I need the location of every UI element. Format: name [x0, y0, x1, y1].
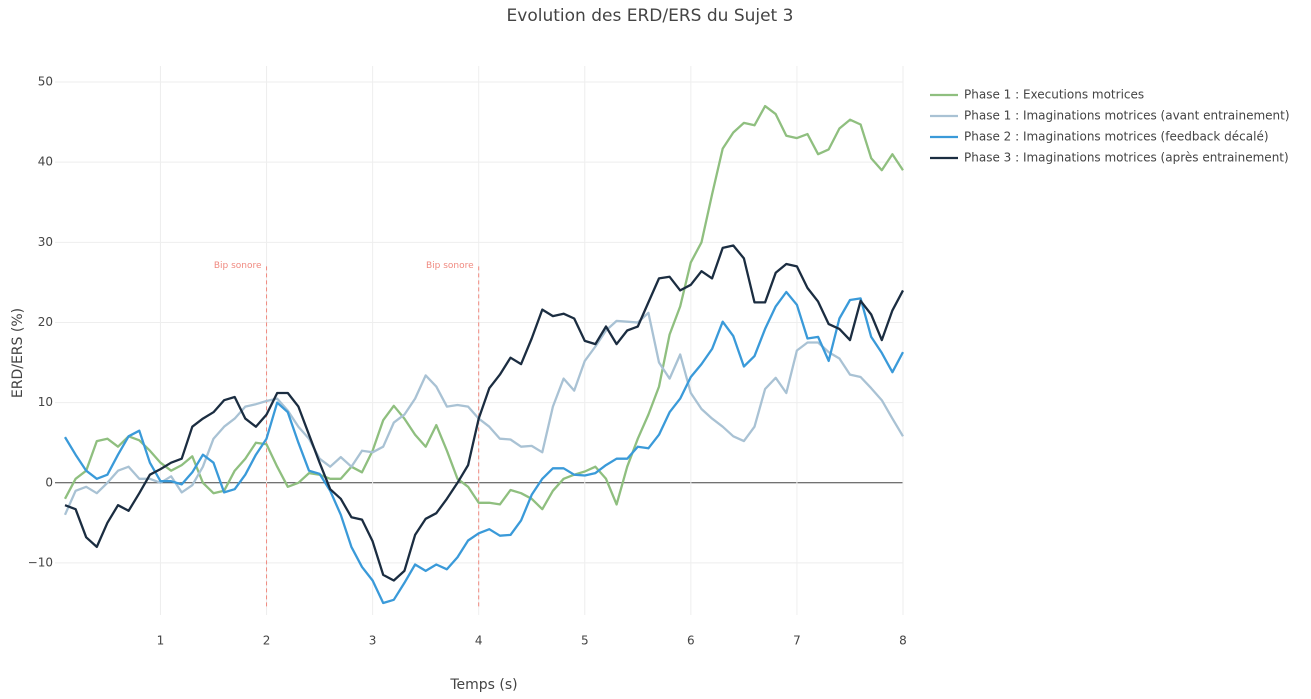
y-tick-label: −10 — [28, 555, 53, 569]
annotation-text: Bip sonore — [214, 261, 262, 271]
legend-label: Phase 1 : Executions motrices — [964, 88, 1144, 102]
x-tick-label: 7 — [793, 634, 801, 648]
x-tick-label: 2 — [263, 634, 271, 648]
x-tick-label: 6 — [687, 634, 695, 648]
x-tick-label: 5 — [581, 634, 589, 648]
series-line — [64, 290, 905, 605]
y-tick-label: 20 — [38, 315, 53, 329]
x-tick-label: 1 — [157, 634, 165, 648]
legend-label: Phase 3 : Imaginations motrices (après e… — [964, 151, 1289, 165]
x-axis-label: Temps (s) — [449, 677, 517, 693]
x-tick-label: 8 — [899, 634, 907, 648]
legend-label: Phase 1 : Imaginations motrices (avant e… — [964, 109, 1290, 123]
x-tick-label: 3 — [369, 634, 377, 648]
annotation-text: Bip sonore — [426, 261, 474, 271]
y-tick-label: 40 — [38, 155, 53, 169]
chart-title: Evolution des ERD/ERS du Sujet 3 — [507, 6, 794, 26]
series-line — [63, 104, 904, 511]
series-line — [64, 244, 905, 582]
series-line — [63, 311, 904, 516]
y-tick-label: 30 — [38, 235, 53, 249]
y-tick-label: 50 — [38, 75, 53, 89]
y-tick-label: 10 — [38, 395, 53, 409]
y-axis-label: ERD/ERS (%) — [10, 308, 26, 398]
legend-label: Phase 2 : Imaginations motrices (feedbac… — [964, 130, 1269, 144]
y-tick-label: 0 — [45, 475, 53, 489]
x-tick-label: 4 — [475, 634, 483, 648]
